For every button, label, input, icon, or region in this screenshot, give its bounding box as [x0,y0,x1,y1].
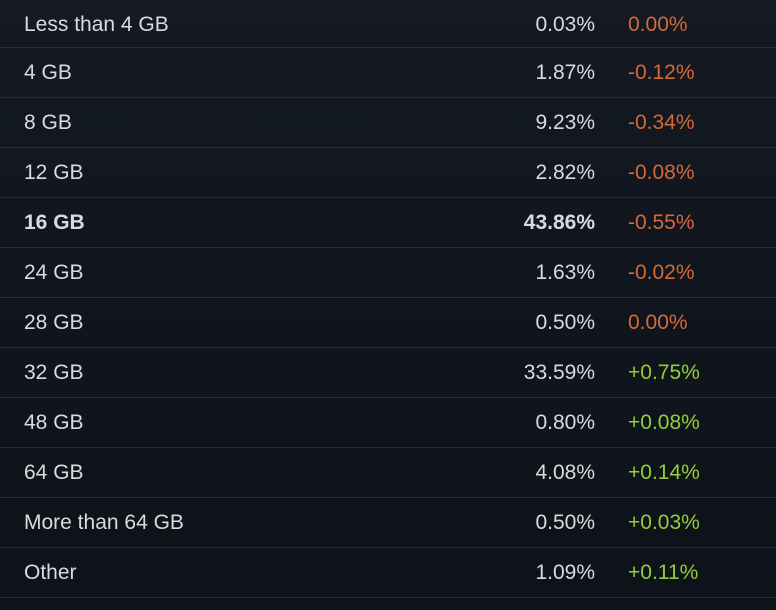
row-label: Other [24,561,77,584]
table-row: 32 GB 33.59% +0.75% [0,348,776,398]
table-row: 8 GB 9.23% -0.34% [0,98,776,148]
row-change: -0.55% [628,211,695,234]
row-label: 4 GB [24,61,72,84]
row-change: +0.14% [628,461,700,484]
table-row: 28 GB 0.50% 0.00% [0,298,776,348]
row-label: 12 GB [24,161,84,184]
row-change: -0.12% [628,61,695,84]
row-change: -0.02% [628,261,695,284]
row-label: 28 GB [24,311,84,334]
row-percent: 4.08% [535,461,595,484]
row-change: 0.00% [628,311,688,334]
row-percent: 33.59% [523,361,595,384]
row-change: -0.08% [628,161,695,184]
table-row-highlighted: 16 GB 43.86% -0.55% [0,198,776,248]
table-row: 64 GB 4.08% +0.14% [0,448,776,498]
table-row: 48 GB 0.80% +0.08% [0,398,776,448]
row-percent: 1.63% [535,261,595,284]
row-percent: 1.87% [535,61,595,84]
row-percent: 0.80% [535,411,595,434]
row-label: Less than 4 GB [24,13,169,36]
table-row: 24 GB 1.63% -0.02% [0,248,776,298]
row-label: 32 GB [24,361,84,384]
row-percent: 2.82% [535,161,595,184]
row-label: 64 GB [24,461,84,484]
row-change: +0.08% [628,411,700,434]
row-label: 16 GB [24,211,85,234]
row-label: 8 GB [24,111,72,134]
row-change: +0.11% [628,561,699,584]
row-percent: 0.03% [535,13,595,36]
row-percent: 9.23% [535,111,595,134]
row-change: +0.03% [628,511,700,534]
table-row: Less than 4 GB 0.03% 0.00% [0,0,776,48]
row-change: +0.75% [628,361,700,384]
row-percent: 0.50% [535,311,595,334]
table-row: Other 1.09% +0.11% [0,548,776,598]
row-percent: 1.09% [535,561,595,584]
table-row: 12 GB 2.82% -0.08% [0,148,776,198]
row-label: 24 GB [24,261,84,284]
row-label: 48 GB [24,411,84,434]
table-row: More than 64 GB 0.50% +0.03% [0,498,776,548]
row-label: More than 64 GB [24,511,184,534]
table-row: 4 GB 1.87% -0.12% [0,48,776,98]
row-change: 0.00% [628,13,688,36]
row-percent: 0.50% [535,511,595,534]
row-percent: 43.86% [523,211,595,234]
row-change: -0.34% [628,111,695,134]
